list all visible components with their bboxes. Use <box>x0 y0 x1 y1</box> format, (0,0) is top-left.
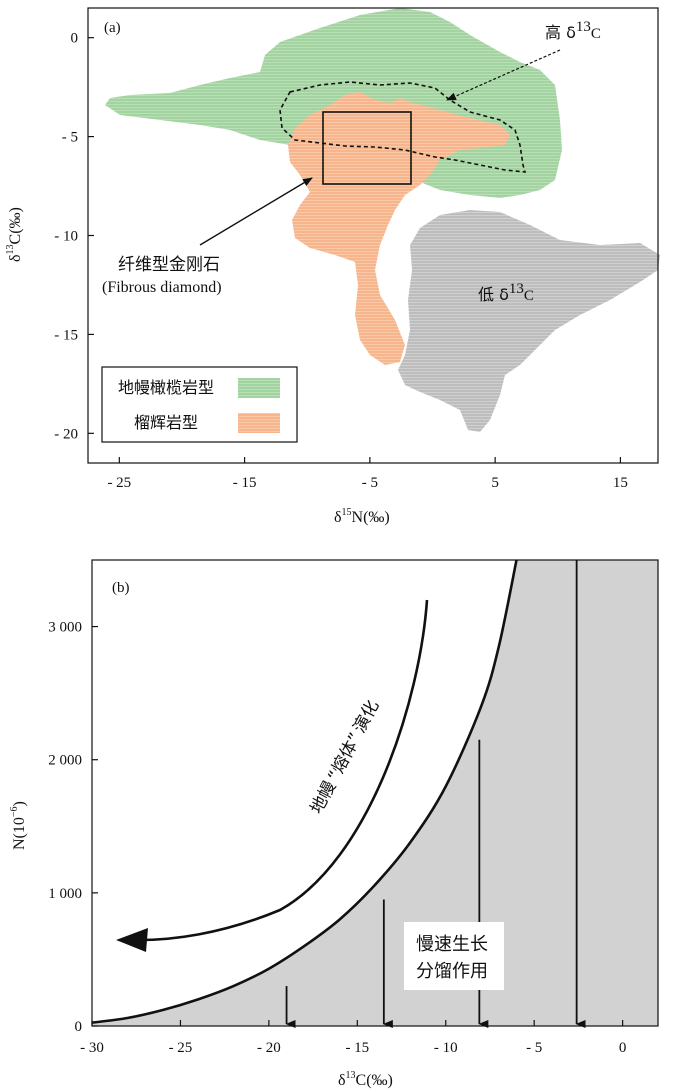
panel-b-x-tick-label: - 25 <box>169 1040 193 1056</box>
low-d13c-region <box>398 210 660 432</box>
panel-b-y-tick-label: 1 000 <box>48 886 82 902</box>
low-d13c-label: 低 δ13C <box>478 281 534 304</box>
slow-growth-label-1: 慢速生长 <box>416 934 488 955</box>
panel-a: - 25 - 15 - 5 5 15 0 - 5 - 10 - 15 - 20 (a) 高 δ1… <box>5 7 660 526</box>
panel-b-label: (b) <box>112 580 130 596</box>
panel-b-x-ticks: - 30 - 25 - 20 - 15 - 10 - 5 0 <box>80 1020 626 1056</box>
panel-a-y-tick-label: 0 <box>71 31 79 47</box>
panel-b-y-tick-label: 3 000 <box>48 620 82 636</box>
panel-b-x-tick-label: 0 <box>619 1040 627 1056</box>
panel-a-y-tick-label: - 5 <box>62 130 78 146</box>
panel-b-x-tick-label: - 30 <box>80 1040 104 1056</box>
legend-swatch-eclogitic <box>238 413 280 433</box>
legend-swatch-peridotitic <box>238 378 280 398</box>
panel-a-y-tick-label: - 10 <box>54 229 78 245</box>
panel-b-y-ticks: 0 1 000 2 000 3 000 <box>48 620 98 1035</box>
panel-a-y-ticks: 0 - 5 - 10 - 15 - 20 <box>54 31 94 442</box>
panel-a-x-label: δ15N(‰) <box>334 507 390 526</box>
panel-b-y-label: N(10−6) <box>9 801 28 850</box>
melt-evolution-arrowhead <box>116 928 148 952</box>
panel-a-label: (a) <box>104 20 121 36</box>
panel-b-x-tick-label: - 5 <box>526 1040 542 1056</box>
panel-a-y-tick-label: - 20 <box>54 426 78 442</box>
panel-a-y-label: δ13C(‰) <box>5 207 24 262</box>
panel-b-x-tick-label: - 20 <box>257 1040 281 1056</box>
slow-growth-shaded-region <box>92 560 658 1026</box>
legend-label-peridotitic: 地幔橄榄岩型 <box>118 378 214 397</box>
panel-a-x-tick-label: - 5 <box>362 475 378 491</box>
fractionation-curve <box>91 559 518 1024</box>
panel-b-x-label: δ13C(‰) <box>338 1070 393 1089</box>
panel-b-y-tick-label: 2 000 <box>48 753 82 769</box>
panel-a-y-tick-label: - 15 <box>54 327 78 343</box>
melt-evolution-arrow <box>139 599 429 942</box>
eclogitic-region <box>288 92 510 365</box>
fibrous-diamond-label-cn: 纤维型金刚石 <box>118 255 220 275</box>
panel-b: 地幔“熔体”演化 慢速生长 分馏作用 - 30- 25- 20- 15- 10-… <box>9 559 659 1089</box>
slow-growth-label-2: 分馏作用 <box>416 961 488 982</box>
fibrous-diamond-label-en: (Fibrous diamond) <box>102 279 222 296</box>
panel-a-x-tick-label: - 15 <box>233 475 257 491</box>
panel-b-x-tick-label: - 10 <box>434 1040 458 1056</box>
panel-b-y-tick-label: 0 <box>75 1019 83 1035</box>
panel-a-x-ticks: - 25 - 15 - 5 5 15 <box>107 457 628 491</box>
panel-a-x-tick-label: 5 <box>491 475 499 491</box>
fibrous-diamond-box <box>322 111 412 185</box>
legend-label-eclogitic: 榴辉岩型 <box>134 413 198 432</box>
high-d13c-label: 高 δ13C <box>545 19 601 42</box>
high-d13c-outline <box>279 81 527 173</box>
panel-b-x-tick-label: - 15 <box>345 1040 369 1056</box>
panel-b-frame <box>91 559 659 1027</box>
fibrous-diamond-arrow <box>199 177 313 246</box>
panel-a-x-tick-label: 15 <box>613 475 628 491</box>
panel-a-legend: 地幔橄榄岩型 榴辉岩型 <box>101 366 298 443</box>
high-d13c-arrow <box>446 49 561 101</box>
panel-a-x-tick-label: - 25 <box>107 475 131 491</box>
slow-growth-label-box <box>404 922 504 990</box>
